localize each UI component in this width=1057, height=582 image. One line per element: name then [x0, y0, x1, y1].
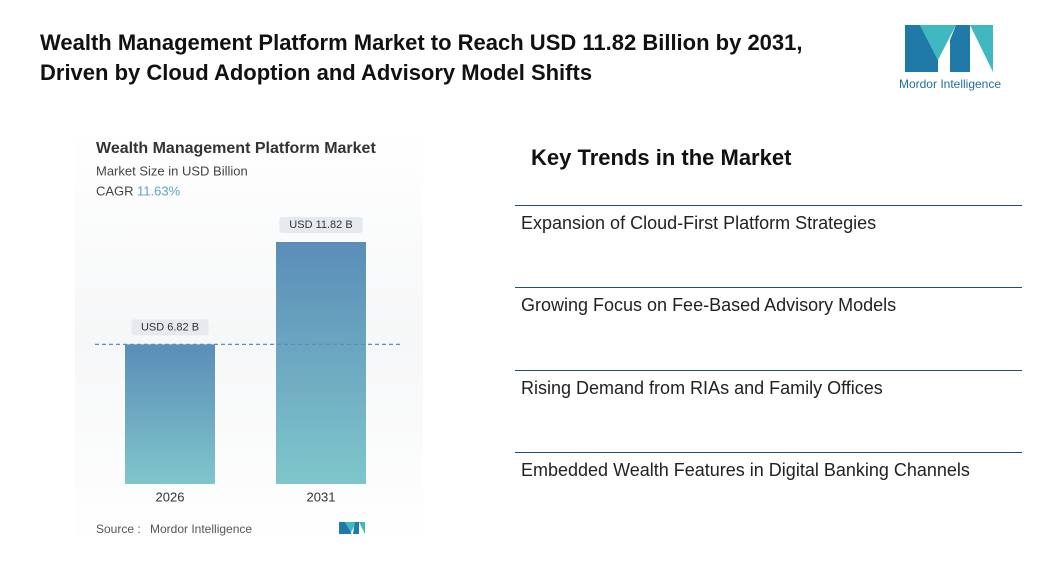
cagr-label: CAGR [96, 183, 134, 198]
headline: Wealth Management Platform Market to Rea… [40, 30, 803, 85]
trend-item: Growing Focus on Fee-Based Advisory Mode… [521, 295, 897, 315]
source-logo [339, 522, 365, 534]
trend-item: Rising Demand from RIAs and Family Offic… [521, 378, 883, 398]
divider [515, 205, 1022, 206]
trend-item: Embedded Wealth Features in Digital Bank… [521, 460, 970, 480]
value-label: USD 11.82 B [289, 219, 352, 231]
source: Mordor Intelligence [150, 522, 252, 536]
logo-shape [345, 522, 357, 532]
chart-title: Wealth Management Platform Market [96, 140, 376, 157]
cagr-value: 11.63% [137, 183, 181, 198]
chart: Wealth Management Platform Market Market… [75, 128, 423, 548]
source-label: Source : [96, 522, 141, 536]
divider [515, 370, 1022, 371]
trend-item: Expansion of Cloud-First Platform Strate… [521, 213, 877, 233]
logo: Mordor Intelligence [899, 25, 1001, 91]
x-tick-label: 2026 [156, 489, 185, 504]
logo-text: Mordor Intelligence [899, 77, 1001, 91]
chart-subtitle: Market Size in USD Billion [96, 163, 248, 178]
logo-shape [950, 25, 970, 72]
logo-shape [353, 522, 359, 534]
logo-shape [920, 25, 956, 60]
divider [515, 287, 1022, 288]
logo-shape [339, 522, 351, 534]
logo-shape [359, 522, 365, 534]
value-label-box [279, 217, 363, 233]
x-tick-label: 2031 [307, 489, 336, 504]
logo-shape [905, 25, 938, 72]
value-label: USD 6.82 B [141, 321, 199, 333]
bar [276, 242, 366, 484]
divider [515, 452, 1022, 453]
logo-shape [970, 25, 993, 72]
trends-title: Key Trends in the Market [531, 145, 792, 170]
bar [125, 344, 215, 484]
value-label-box [131, 319, 209, 336]
